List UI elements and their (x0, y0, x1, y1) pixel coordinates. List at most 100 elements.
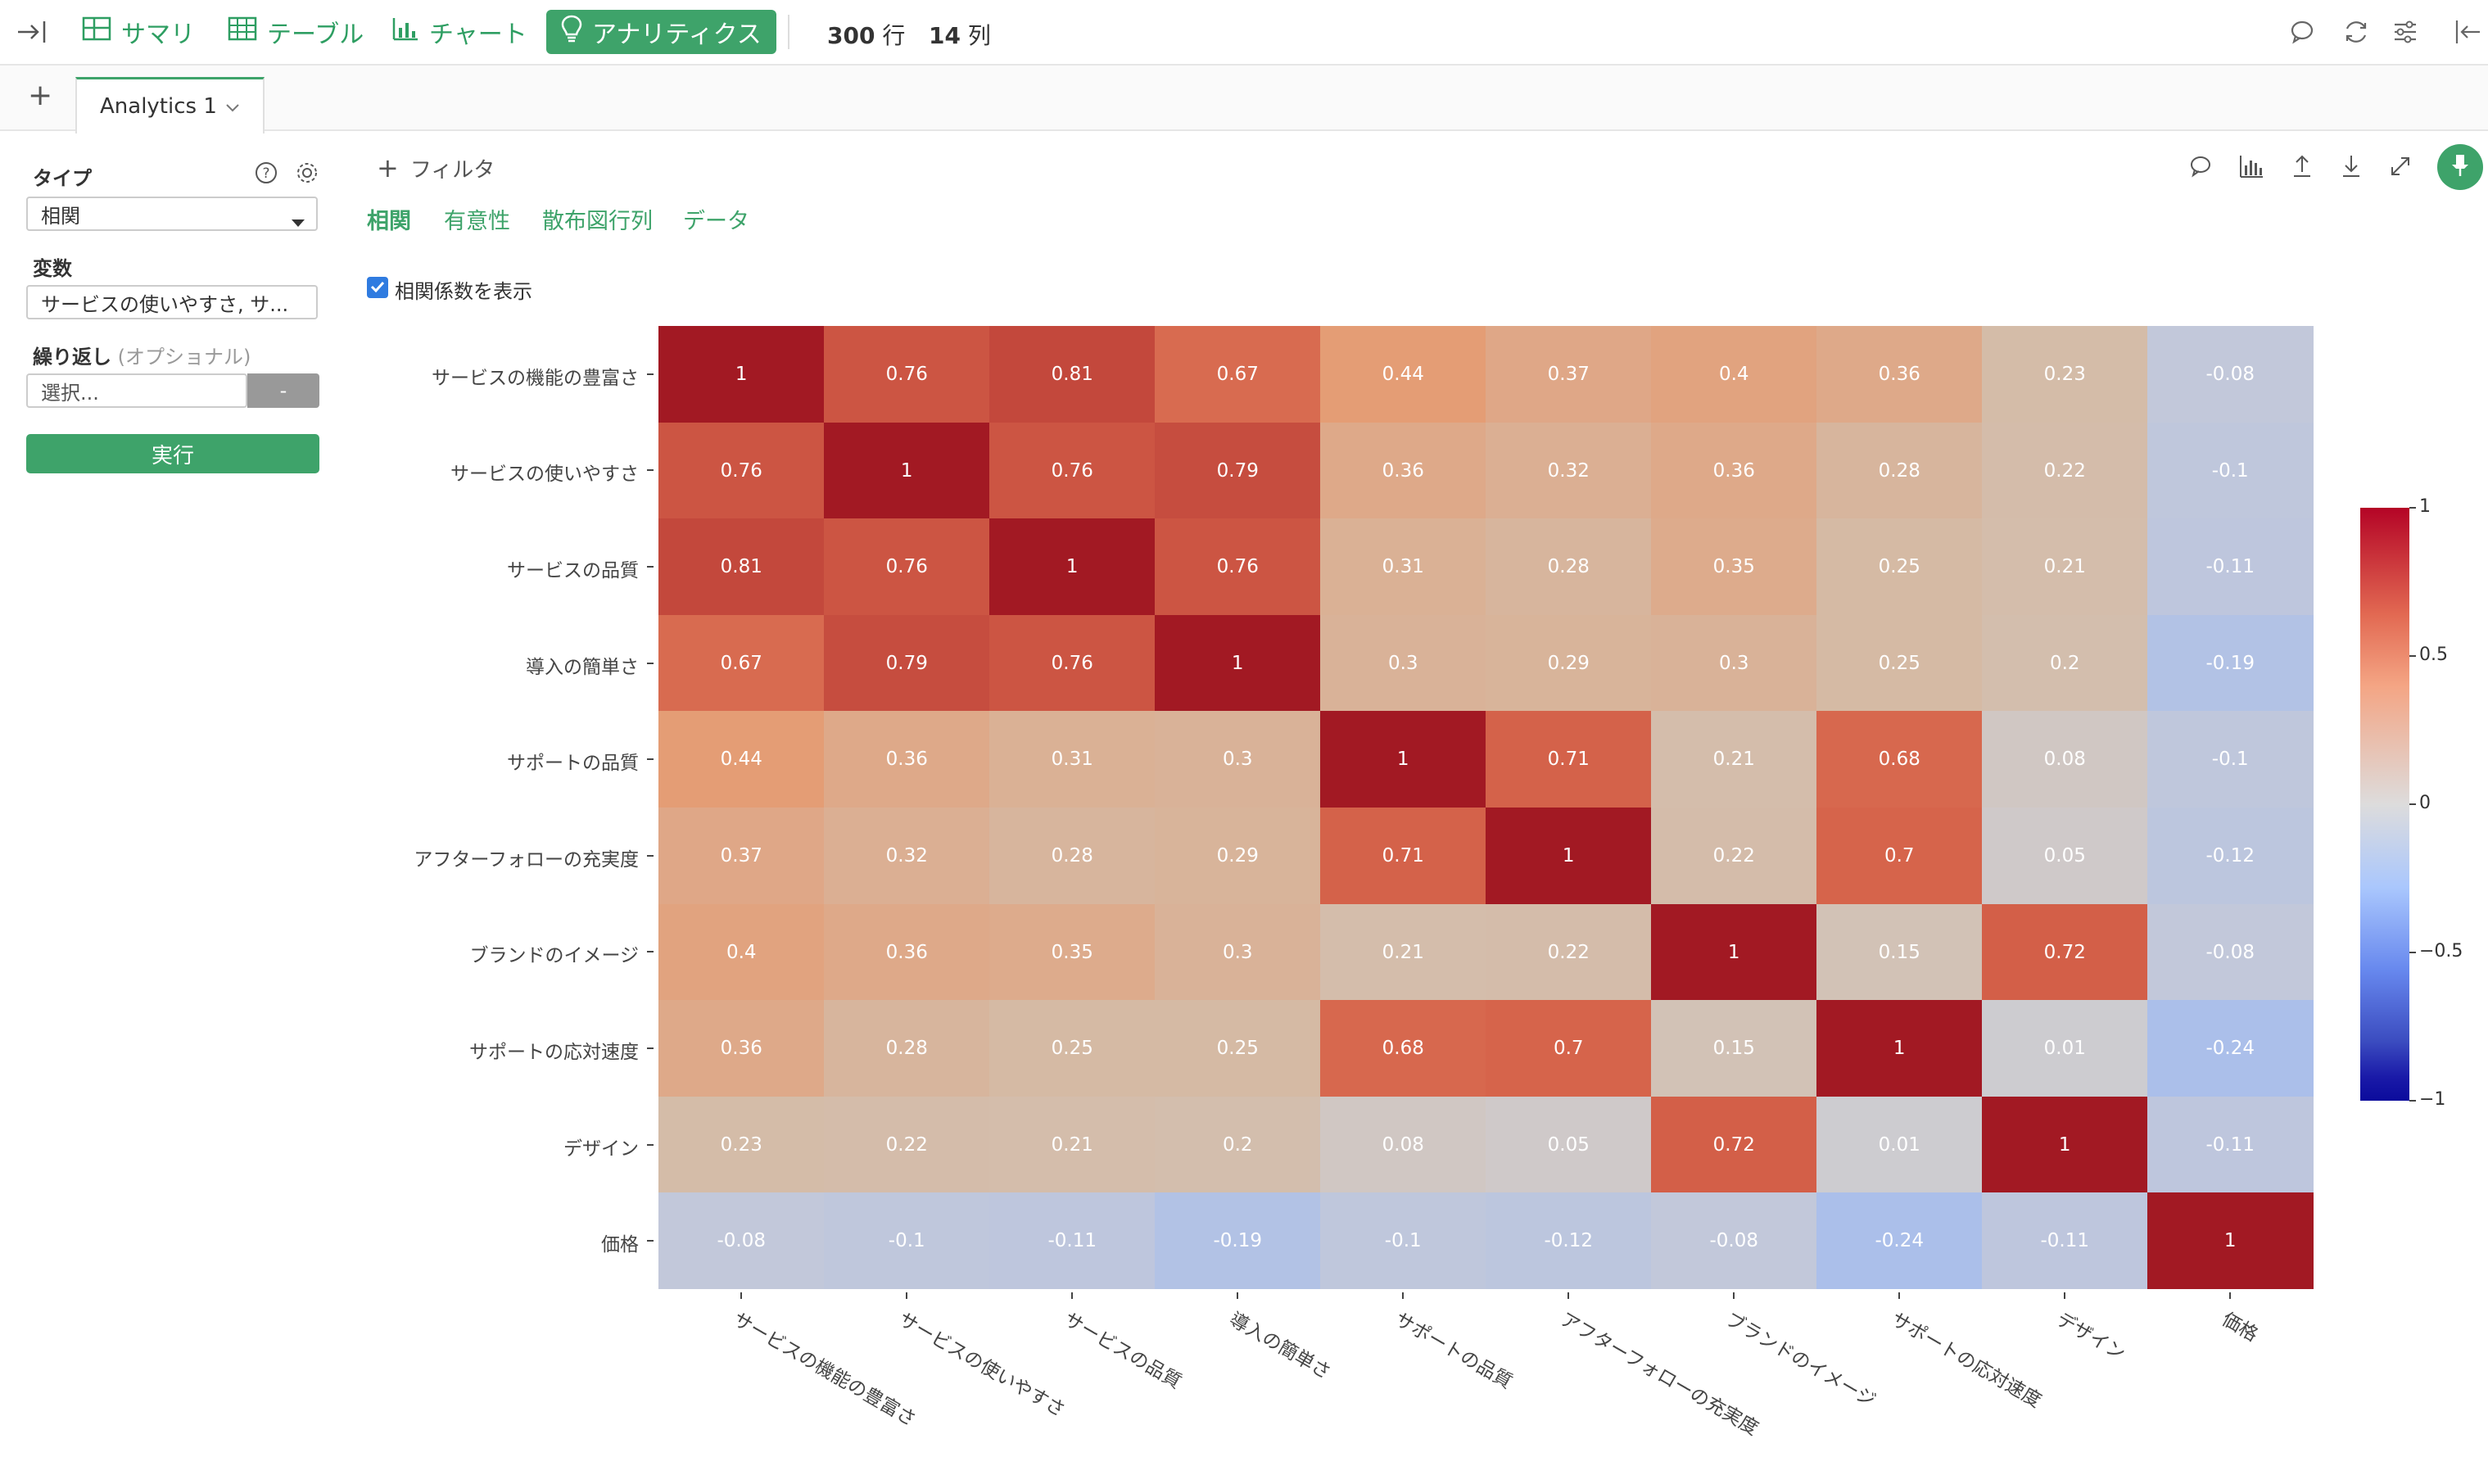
heatmap-cell: -0.1 (2147, 711, 2314, 808)
repeat-clear-button[interactable]: - (247, 373, 319, 408)
upload-icon[interactable] (2288, 152, 2316, 180)
heatmap-cell: 0.76 (989, 614, 1156, 712)
heatmap-cell: 0.15 (1816, 903, 1983, 1001)
heatmap-cell: 0.31 (989, 711, 1156, 808)
heatmap-cell-value: 0.76 (1216, 556, 1259, 578)
heatmap-cell: 0.25 (1816, 614, 1983, 712)
download-icon[interactable] (2337, 152, 2365, 180)
tab-data[interactable]: データ (683, 209, 749, 234)
grid-icon (228, 16, 257, 48)
heatmap-cell-value: 0.28 (1878, 459, 1920, 482)
row-count-value: 300 (827, 22, 875, 49)
heatmap-cell-value: 0.21 (1712, 749, 1755, 771)
heatmap-cell: 0.32 (824, 808, 990, 905)
settings-sliders-icon[interactable] (2390, 16, 2421, 48)
expand-icon[interactable] (2386, 152, 2414, 180)
heatmap-cell-value: 0.76 (1051, 459, 1093, 482)
show-coefficient-checkbox[interactable] (367, 277, 388, 298)
add-tab-button[interactable]: + (28, 79, 53, 112)
heatmap-cell: 0.79 (1155, 422, 1321, 519)
column-label: 価格 (2218, 1309, 2262, 1346)
comment-icon[interactable] (2287, 16, 2318, 48)
tab-scatter-matrix[interactable]: 散布図行列 (542, 209, 653, 234)
heatmap-cell-value: 0.15 (1878, 941, 1920, 963)
type-select[interactable]: 相関 (26, 197, 318, 231)
heatmap-cell-value: 0.36 (885, 749, 928, 771)
tab-analytics-1-label: Analytics 1 (100, 94, 217, 119)
heatmap-cell-value: -0.12 (1544, 1230, 1593, 1252)
tab-correlation[interactable]: 相関 (367, 209, 411, 234)
heatmap-cell-value: -0.11 (2205, 1133, 2255, 1156)
nav-analytics[interactable]: アナリティクス (546, 10, 776, 54)
x-tick (1567, 1292, 1569, 1299)
colorbar-tick-label: 0 (2419, 793, 2431, 813)
run-button[interactable]: 実行 (26, 434, 319, 473)
gear-icon[interactable] (295, 161, 319, 188)
heatmap-cell-value: 0.05 (2043, 845, 2086, 867)
heatmap-cell: 0.22 (1486, 903, 1652, 1001)
heatmap-cell: 0.68 (1816, 711, 1983, 808)
heatmap-cell-value: 0.15 (1712, 1038, 1755, 1060)
heatmap-cell: 0.36 (1320, 422, 1486, 519)
heatmap-cell-value: 0.7 (1553, 1038, 1584, 1060)
variables-field[interactable]: サービスの使いやすさ, サ... (26, 285, 318, 319)
heatmap-cell: -0.08 (1651, 1192, 1817, 1290)
row-label: 価格 (601, 1234, 639, 1256)
heatmap-cell-value: 0.76 (885, 556, 928, 578)
tab-analytics-1[interactable]: Analytics 1 (75, 77, 265, 133)
heatmap-cell-value: 0.28 (1547, 556, 1590, 578)
caret-down-icon (292, 210, 305, 233)
chevron-down-icon[interactable] (225, 94, 240, 119)
repeat-select[interactable]: 選択... (26, 373, 247, 408)
nav-summary[interactable]: サマリ (82, 10, 195, 54)
add-filter-label: フィルタ (409, 157, 495, 183)
heatmap-cell-value: -0.08 (2205, 941, 2255, 963)
heatmap-cell-value: 0.25 (1051, 1038, 1093, 1060)
variables-field-value: サービスの使いやすさ, サ... (41, 292, 289, 316)
tab-significance[interactable]: 有意性 (444, 209, 510, 234)
heatmap-cell: 0.01 (1816, 1096, 1983, 1193)
heatmap-cell: -0.08 (2147, 326, 2314, 423)
column-count: 14 列 (929, 18, 991, 51)
heatmap-cell: 0.05 (1982, 808, 2148, 905)
heatmap-cell: 0.36 (824, 711, 990, 808)
nav-table[interactable]: テーブル (228, 10, 364, 54)
heatmap-cell: 0.36 (1816, 326, 1983, 423)
add-filter-button[interactable]: + フィルタ (377, 152, 495, 183)
heatmap-cell: 0.2 (1982, 614, 2148, 712)
heatmap-cell: -0.11 (2147, 1096, 2314, 1193)
heatmap-cell: 0.05 (1486, 1096, 1652, 1193)
column-label: サポートの応対速度 (1887, 1309, 2045, 1413)
heatmap-cell: 0.37 (658, 808, 825, 905)
heatmap-cell-value: 0.23 (2043, 364, 2086, 386)
heatmap-cell-value: 1 (1065, 556, 1079, 578)
heatmap-cell: 1 (658, 326, 825, 423)
nav-chart[interactable]: チャート (391, 10, 527, 54)
heatmap-cell: 0.3 (1155, 711, 1321, 808)
heatmap-cell-value: 0.79 (1216, 459, 1259, 482)
type-label: タイプ (33, 167, 92, 190)
heatmap-cell-value: 0.44 (1382, 364, 1424, 386)
refresh-icon[interactable] (2341, 16, 2372, 48)
heatmap-cell-value: 0.44 (720, 749, 762, 771)
x-tick (1237, 1292, 1238, 1299)
column-label: サービスの品質 (1060, 1309, 1185, 1394)
checkmark-icon (370, 280, 385, 296)
collapse-panel-icon[interactable] (2452, 16, 2483, 48)
heatmap-cell: 0.25 (989, 1000, 1156, 1097)
row-label: ブランドのイメージ (469, 945, 639, 967)
lightbulb-icon (561, 15, 582, 49)
comment-icon[interactable] (2187, 152, 2214, 180)
nav-chart-label: チャート (429, 20, 527, 49)
heatmap-cell-value: 0.76 (885, 364, 928, 386)
expand-sidebar-icon[interactable] (16, 18, 47, 46)
heatmap-cell-value: -0.08 (2205, 364, 2255, 386)
heatmap-cell-value: -0.1 (888, 1230, 925, 1252)
x-tick (1733, 1292, 1735, 1299)
heatmap-cell: 1 (989, 518, 1156, 616)
heatmap-cell: 0.36 (1651, 422, 1817, 519)
pin-button[interactable] (2437, 144, 2483, 190)
chart-icon[interactable] (2237, 152, 2265, 180)
heatmap-cell: -0.12 (2147, 808, 2314, 905)
help-icon[interactable]: ? (254, 161, 278, 188)
